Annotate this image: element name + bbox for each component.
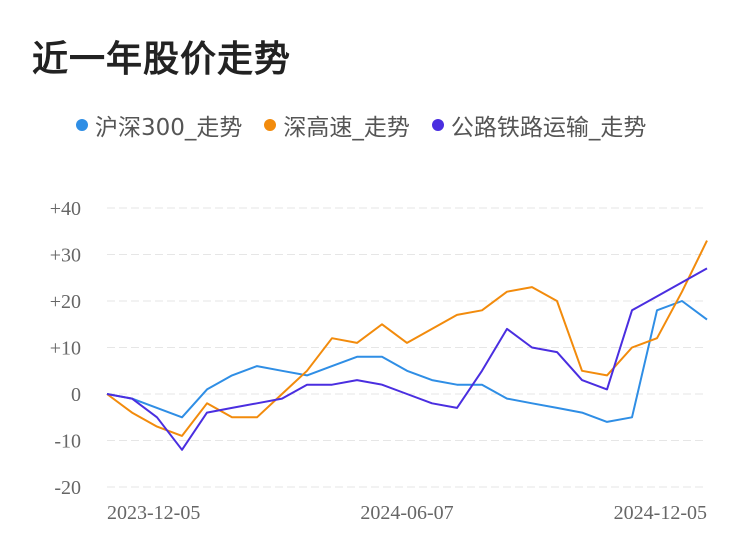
y-tick-label: 0 [71, 384, 81, 406]
x-tick-label: 2024-06-07 [360, 502, 453, 524]
series-lines [106, 240, 708, 451]
legend-item-sgs[interactable]: 深高速_走势 [264, 108, 410, 142]
legend-item-transport[interactable]: 公路铁路运输_走势 [431, 108, 647, 142]
legend: 沪深300_走势 深高速_走势 公路铁路运输_走势 [76, 108, 668, 142]
grid-lines [107, 207, 707, 488]
legend-label-transport: 公路铁路运输_走势 [450, 115, 647, 141]
x-tick-label: 2024-12-05 [614, 502, 707, 524]
y-tick-label: +40 [50, 198, 81, 220]
y-tick-label: +30 [50, 245, 81, 267]
series-line-0 [106, 300, 708, 423]
series-line-1 [106, 240, 708, 437]
y-tick-label: -10 [54, 431, 81, 453]
legend-dot-hs300 [76, 119, 88, 131]
y-tick-label: -20 [54, 477, 81, 499]
chart-title: 近一年股价走势 [32, 39, 292, 80]
y-tick-label: +10 [50, 338, 81, 360]
legend-item-hs300[interactable]: 沪深300_走势 [76, 108, 242, 142]
y-tick-label: +20 [50, 291, 81, 313]
y-axis: +40 +30 +20 +10 0 -10 -20 [50, 198, 81, 499]
x-axis: 2023-12-05 2024-06-07 2024-12-05 [107, 502, 707, 524]
series-line-2 [106, 267, 708, 451]
x-tick-label: 2023-12-05 [107, 502, 200, 524]
legend-label-hs300: 沪深300_走势 [95, 115, 243, 141]
legend-dot-transport [431, 119, 444, 131]
legend-dot-sgs [264, 119, 277, 131]
legend-label-sgs: 深高速_走势 [283, 115, 410, 141]
